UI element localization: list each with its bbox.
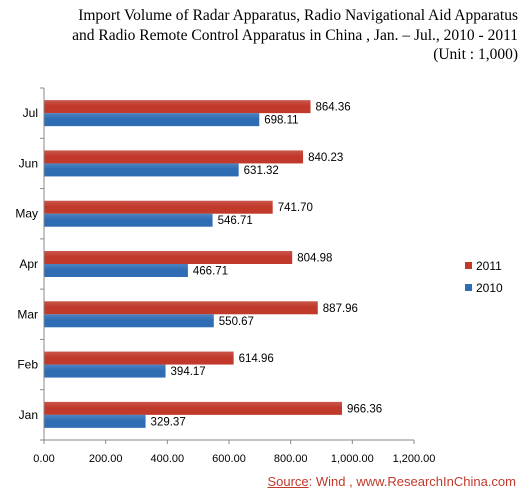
legend-label-2010: 2010 bbox=[476, 281, 503, 295]
value-label-2011-Mar: 887.96 bbox=[323, 303, 358, 315]
legend: 2011 2010 bbox=[465, 259, 503, 295]
value-label-2010-Jun: 631.32 bbox=[244, 165, 279, 177]
value-label-2010-Apr: 466.71 bbox=[193, 266, 228, 278]
source-label: Source bbox=[267, 474, 309, 489]
value-label-2011-Jun: 840.23 bbox=[308, 152, 343, 164]
x-tick-label: 1,200.00 bbox=[393, 453, 436, 465]
bar-2011-Jul bbox=[44, 100, 311, 114]
value-label-2010-May: 546.71 bbox=[218, 215, 253, 227]
bar-2010-May bbox=[44, 213, 213, 227]
title-line-3: (Unit : 1,000) bbox=[433, 46, 518, 63]
plot-area: 864.36 698.11 Jul 840.23 631.32 Jun 741.70 546.… bbox=[15, 87, 436, 465]
category-label-May: May bbox=[15, 207, 38, 221]
title-line-2: and Radio Remote Control Apparatus in Ch… bbox=[72, 26, 518, 44]
legend-swatch-2010 bbox=[465, 284, 472, 291]
value-label-2011-Jan: 966.36 bbox=[347, 403, 382, 415]
source-note: Source: Wind , www.ResearchInChina.com bbox=[0, 474, 516, 489]
category-label-Mar: Mar bbox=[17, 307, 38, 321]
category-label-Jun: Jun bbox=[19, 156, 38, 170]
bar-2010-Jul bbox=[44, 113, 260, 127]
chart-title: Import Volume of Radar Apparatus, Radio … bbox=[0, 6, 518, 65]
title-line-1: Import Volume of Radar Apparatus, Radio … bbox=[78, 7, 518, 24]
bar-2011-Apr bbox=[44, 251, 293, 264]
legend-label-2011: 2011 bbox=[476, 259, 502, 273]
value-label-2011-Jul: 864.36 bbox=[316, 102, 351, 114]
bar-2010-Apr bbox=[44, 264, 188, 277]
value-label-2011-May: 741.70 bbox=[278, 202, 313, 214]
legend-swatch-2011 bbox=[465, 262, 472, 269]
bar-2010-Jan bbox=[44, 414, 146, 428]
x-tick-label: 200.00 bbox=[89, 453, 123, 465]
bar-2010-Mar bbox=[44, 314, 214, 328]
value-label-2010-Feb: 394.17 bbox=[171, 366, 206, 378]
bar-2011-Jun bbox=[44, 150, 304, 164]
bar-2011-Jan bbox=[44, 401, 342, 415]
x-tick-label: 800.00 bbox=[274, 453, 308, 465]
x-tick-label: 600.00 bbox=[212, 453, 246, 465]
category-label-Jan: Jan bbox=[19, 408, 38, 422]
value-label-2011-Feb: 614.96 bbox=[239, 353, 274, 365]
bar-2011-Mar bbox=[44, 301, 318, 315]
bar-2010-Jun bbox=[44, 163, 239, 177]
category-label-Apr: Apr bbox=[19, 257, 38, 271]
category-label-Jul: Jul bbox=[23, 106, 38, 120]
bar-2011-May bbox=[44, 200, 273, 214]
value-label-2010-Mar: 550.67 bbox=[219, 316, 254, 328]
bar-2011-Feb bbox=[44, 351, 234, 365]
x-tick-label: 400.00 bbox=[151, 453, 185, 465]
bar-2010-Feb bbox=[44, 364, 166, 378]
x-tick-label: 1,000.00 bbox=[331, 453, 374, 465]
value-label-2011-Apr: 804.98 bbox=[297, 253, 332, 265]
category-label-Feb: Feb bbox=[17, 358, 38, 372]
source-text: : Wind , www.ResearchInChina.com bbox=[308, 474, 516, 489]
value-label-2010-Jul: 698.11 bbox=[264, 115, 298, 127]
x-tick-label: 0.00 bbox=[33, 453, 54, 465]
value-label-2010-Jan: 329.37 bbox=[151, 416, 186, 428]
